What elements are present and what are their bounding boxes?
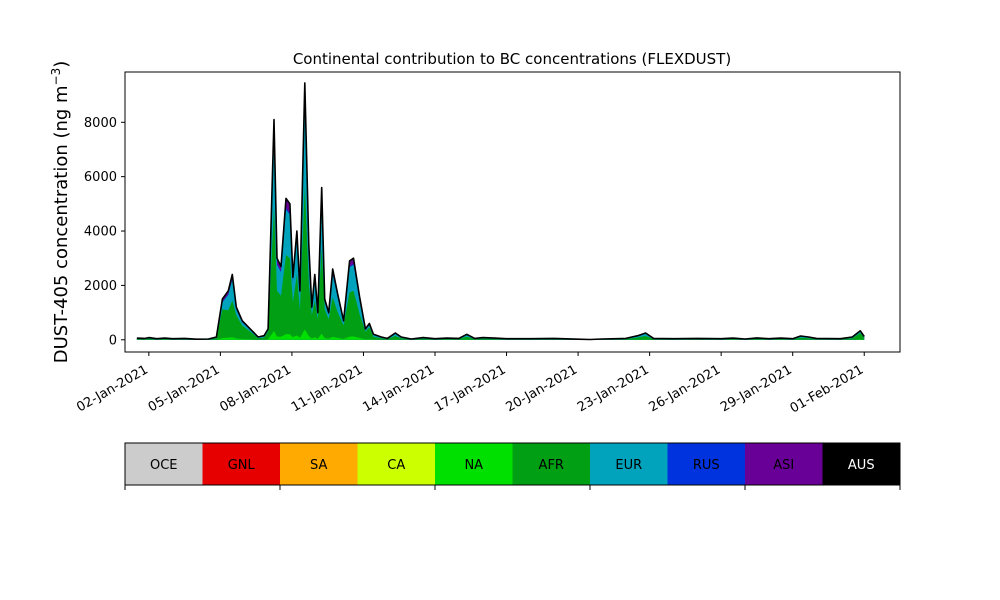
x-tick-label: 23-Jan-2021	[575, 362, 652, 415]
legend-label-ca: CA	[387, 458, 405, 473]
x-tick-label: 17-Jan-2021	[432, 362, 509, 415]
x-tick-label: 01-Feb-2021	[788, 362, 867, 416]
legend: OCE GNL SA CA NA AFR EUR RUS ASI AUS	[124, 442, 901, 490]
legend-swatch-na	[435, 443, 513, 485]
legend-label-oce: OCE	[150, 458, 178, 473]
series-area-afr	[136, 185, 865, 340]
y-axis-label: DUST-405 concentration (ng m−3)	[49, 61, 72, 364]
legend-swatch-asi	[745, 443, 823, 485]
y-axis-label-main: DUST-405 concentration (ng m	[51, 85, 72, 363]
series-line-aus	[136, 82, 865, 341]
legend-label-asi: ASI	[773, 458, 794, 473]
legend-label-rus: RUS	[693, 458, 720, 473]
legend-swatch-oce	[125, 443, 203, 485]
legend-label-na: NA	[464, 458, 483, 473]
legend-label-eur: EUR	[615, 458, 642, 473]
legend-label-afr: AFR	[539, 458, 564, 473]
legend-swatch-eur	[590, 443, 668, 485]
legend-swatch-rus	[667, 443, 746, 485]
y-tick-label: 6000	[84, 170, 117, 185]
series-area-rus	[136, 100, 865, 340]
series-area-asi	[136, 82, 865, 340]
legend-swatch-afr	[512, 443, 591, 485]
series-area-eur	[136, 103, 865, 340]
x-tick-label: 05-Jan-2021	[146, 362, 223, 415]
x-tick-label: 20-Jan-2021	[503, 362, 580, 415]
legend-label-gnl: GNL	[228, 458, 256, 473]
plot-area	[136, 82, 865, 341]
x-tick-label: 29-Jan-2021	[718, 362, 795, 415]
axes-frame	[124, 71, 901, 353]
y-tick-label: 2000	[84, 279, 117, 294]
x-tick-label: 14-Jan-2021	[360, 362, 437, 415]
legend-swatch-sa	[280, 443, 358, 485]
y-axis-label-exp: −3	[49, 68, 63, 86]
axes: 0200040006000800002-Jan-202105-Jan-20210…	[74, 71, 901, 416]
x-tick-label: 11-Jan-2021	[289, 362, 366, 415]
legend-label-sa: SA	[310, 458, 327, 473]
x-tick-label: 26-Jan-2021	[647, 362, 724, 415]
y-tick-label: 4000	[84, 225, 117, 240]
legend-swatch-gnl	[202, 443, 281, 485]
legend-swatch-ca	[357, 443, 436, 485]
y-tick-label: 0	[109, 333, 117, 348]
legend-label-aus: AUS	[848, 458, 875, 473]
x-tick-label: 08-Jan-2021	[217, 362, 294, 415]
y-tick-label: 8000	[84, 116, 117, 131]
legend-swatch-aus	[822, 443, 901, 485]
chart-title: Continental contribution to BC concentra…	[293, 50, 731, 68]
y-axis-label-close: )	[51, 61, 72, 68]
x-tick-label: 02-Jan-2021	[74, 362, 151, 415]
legend-frame	[124, 442, 901, 486]
